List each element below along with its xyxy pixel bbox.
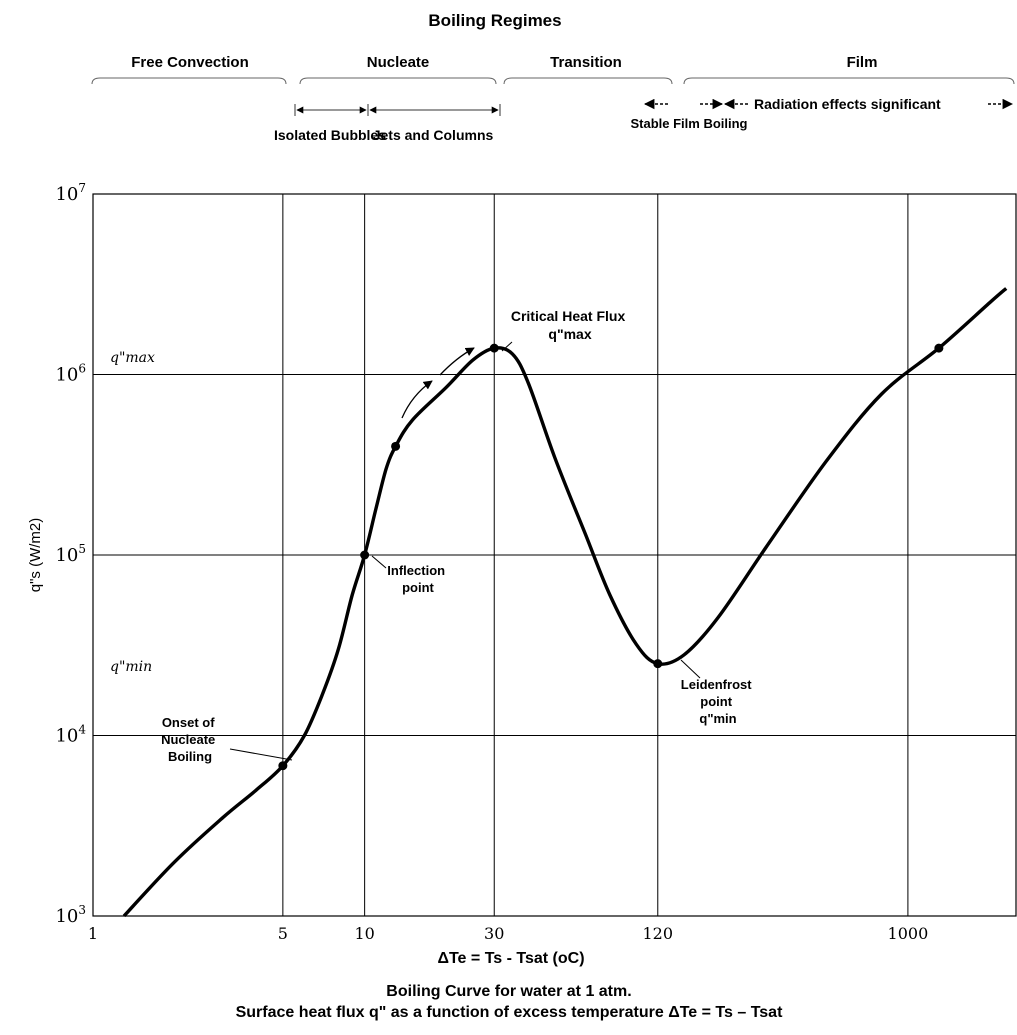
curve-point [934, 343, 944, 353]
ann-qmin: q"min [110, 659, 152, 675]
x-axis: 1 5 10 30 120 1000 [88, 924, 928, 943]
y-tick-label: 105 [55, 542, 86, 566]
brace-nucleate [299, 77, 497, 85]
boiling-curve-line [122, 287, 1008, 918]
regime-headers: Free Convection Nucleate Transition Film [91, 54, 1015, 85]
curve-point [489, 343, 499, 353]
x-axis-label: ΔTe = Ts - Tsat (oC) [437, 950, 584, 967]
curve-point [653, 659, 663, 669]
y-tick-label: 106 [55, 362, 86, 386]
brace-transition [503, 77, 673, 85]
leader-leidenfrost [680, 659, 701, 679]
grid [93, 194, 1016, 916]
x-tick-label: 120 [643, 924, 674, 943]
label-leidenfrost: Leidenfrost point q"min [681, 677, 755, 726]
x-tick-label: 1 [88, 924, 98, 943]
x-tick-label: 1000 [888, 924, 929, 943]
regime-transition: Transition [550, 54, 622, 71]
curve-point [278, 761, 288, 771]
annotation-chf: Critical Heat Flux q"max [501, 308, 629, 352]
leader-onset [229, 748, 293, 761]
chart-title: Boiling Regimes [428, 11, 561, 30]
x-tick-label: 5 [278, 924, 288, 943]
label-isolated-bubbles: Isolated Bubbles [274, 127, 386, 143]
annotation-leidenfrost: Leidenfrost point q"min [680, 659, 755, 726]
film-notes: Stable Film Boiling Radiation effects si… [630, 96, 1014, 131]
curve-point [360, 550, 370, 560]
y-tick-label: 107 [55, 181, 86, 205]
regime-film: Film [847, 54, 878, 71]
leader-inflection [371, 555, 387, 569]
label-jets-columns: Jets and Columns [373, 127, 494, 143]
x-tick-label: 30 [484, 924, 504, 943]
y-axis: 103 104 105 106 107 [55, 181, 86, 927]
brace-film [683, 77, 1015, 85]
annotation-onset: Onset of Nucleate Boiling [161, 715, 293, 764]
leader-chf [501, 341, 513, 352]
direction-arrow-1 [401, 380, 433, 419]
regime-nucleate: Nucleate [367, 54, 430, 71]
annotation-inflection: Inflection point [371, 555, 448, 595]
y-axis-label: q"s (W/m2) [27, 518, 44, 593]
sub-regimes: Isolated Bubbles Jets and Columns [274, 104, 501, 143]
label-chf: Critical Heat Flux q"max [511, 308, 629, 342]
direction-arrow-2 [439, 347, 475, 376]
y-tick-label: 104 [55, 723, 86, 747]
label-radiation: Radiation effects significant [754, 96, 941, 112]
label-inflection: Inflection point [387, 563, 448, 595]
curve-point [391, 441, 401, 451]
y-tick-label: 103 [55, 903, 86, 927]
curve-points [278, 343, 944, 771]
x-tick-label: 10 [354, 924, 374, 943]
regime-free-convection: Free Convection [131, 54, 249, 71]
caption-line1: Boiling Curve for water at 1 atm. [386, 983, 631, 1000]
brace-free-convection [91, 77, 287, 85]
caption-line2: Surface heat flux q" as a function of ex… [236, 1004, 783, 1021]
label-stable-film-boiling: Stable Film Boiling [630, 116, 747, 131]
label-onset: Onset of Nucleate Boiling [161, 715, 219, 764]
ann-qmax: q"max [110, 350, 155, 366]
